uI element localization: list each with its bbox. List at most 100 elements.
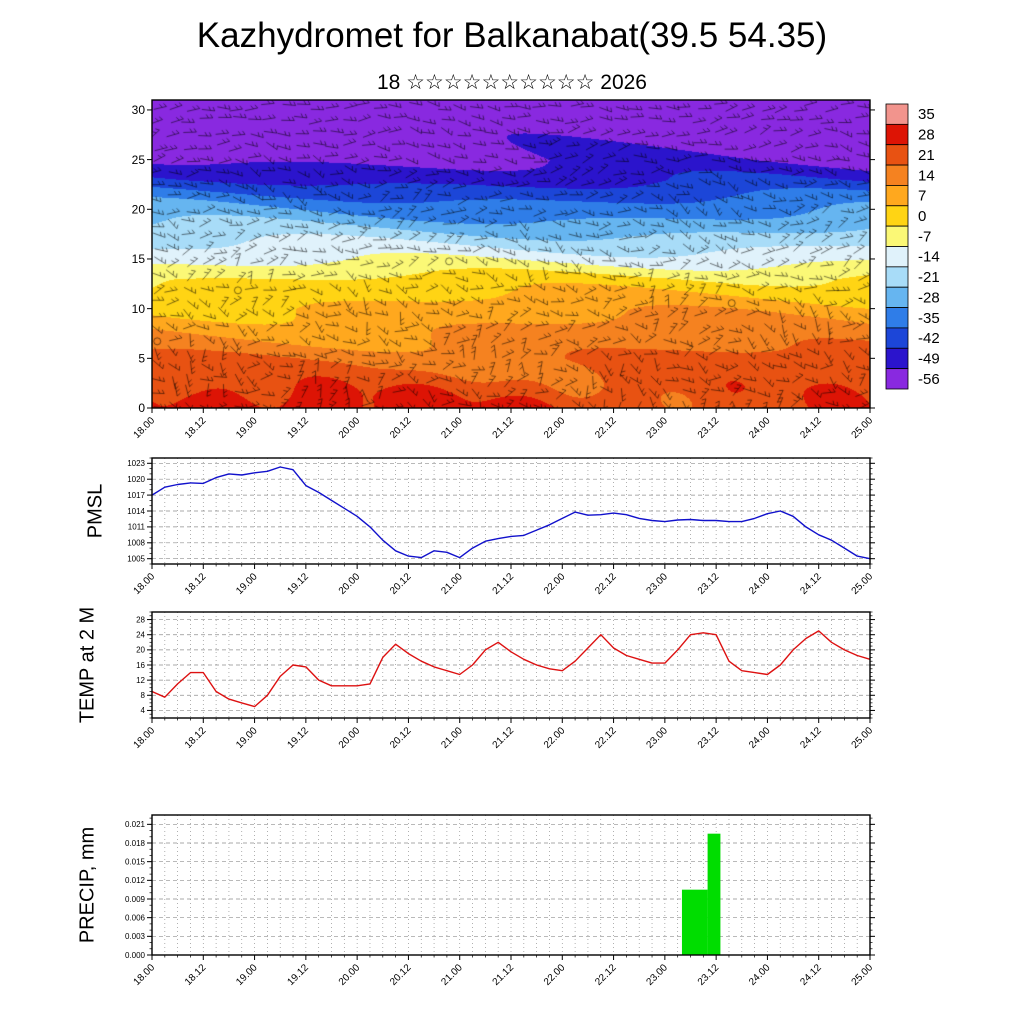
svg-text:21.00: 21.00 <box>439 962 465 988</box>
svg-text:0: 0 <box>138 401 145 415</box>
svg-text:-21: -21 <box>918 269 940 286</box>
svg-text:16: 16 <box>136 661 145 670</box>
svg-text:-42: -42 <box>918 330 940 347</box>
svg-text:20: 20 <box>136 646 145 655</box>
svg-text:0.009: 0.009 <box>125 895 146 904</box>
precip-axis-label: PRECIP, mm <box>76 826 99 944</box>
svg-text:21.12: 21.12 <box>491 571 517 597</box>
svg-text:21.00: 21.00 <box>439 571 465 597</box>
svg-text:18.00: 18.00 <box>132 725 158 751</box>
svg-text:24.00: 24.00 <box>747 725 773 751</box>
svg-text:20.00: 20.00 <box>337 571 363 597</box>
cross-section-heatmap-canvas <box>152 100 870 408</box>
svg-text:22.00: 22.00 <box>542 415 568 441</box>
svg-text:0.003: 0.003 <box>125 932 146 941</box>
svg-text:24.12: 24.12 <box>798 725 824 751</box>
page-subtitle: 18 ☆☆☆☆☆☆☆☆☆☆ 2026 <box>376 71 647 94</box>
svg-text:23.12: 23.12 <box>696 725 722 751</box>
svg-text:25.00: 25.00 <box>850 571 876 597</box>
svg-text:21.12: 21.12 <box>491 415 517 441</box>
svg-text:24: 24 <box>136 631 145 640</box>
svg-text:1005: 1005 <box>127 555 145 564</box>
pmsl-axis-label: PMSL <box>84 483 107 539</box>
svg-text:1014: 1014 <box>127 507 145 516</box>
svg-text:21.00: 21.00 <box>439 415 465 441</box>
svg-text:0.018: 0.018 <box>125 839 146 848</box>
svg-text:25.00: 25.00 <box>850 415 876 441</box>
svg-text:1008: 1008 <box>127 539 145 548</box>
svg-text:20.12: 20.12 <box>388 962 414 988</box>
svg-text:1020: 1020 <box>127 475 145 484</box>
svg-text:21.12: 21.12 <box>491 725 517 751</box>
svg-text:24.12: 24.12 <box>798 415 824 441</box>
svg-text:19.12: 19.12 <box>286 571 312 597</box>
svg-text:8: 8 <box>141 691 146 700</box>
svg-text:-35: -35 <box>918 310 940 327</box>
svg-text:18.12: 18.12 <box>183 415 209 441</box>
svg-text:24.00: 24.00 <box>747 415 773 441</box>
svg-text:1017: 1017 <box>127 491 145 500</box>
svg-text:22.12: 22.12 <box>593 415 619 441</box>
svg-text:-49: -49 <box>918 350 940 367</box>
temp-axis-label: TEMP at 2 M <box>76 606 99 724</box>
svg-text:21.12: 21.12 <box>491 962 517 988</box>
svg-text:-56: -56 <box>918 371 940 388</box>
svg-text:23.12: 23.12 <box>696 571 722 597</box>
svg-text:24.12: 24.12 <box>798 962 824 988</box>
svg-text:35: 35 <box>918 106 935 123</box>
svg-text:7: 7 <box>918 188 926 205</box>
svg-text:22.00: 22.00 <box>542 962 568 988</box>
svg-text:0.021: 0.021 <box>125 820 146 829</box>
svg-text:23.12: 23.12 <box>696 415 722 441</box>
svg-text:19.12: 19.12 <box>286 725 312 751</box>
page-title: Kazhydromet for Balkanabat(39.5 54.35) <box>196 16 828 55</box>
svg-text:19.00: 19.00 <box>234 962 260 988</box>
svg-text:25: 25 <box>132 153 146 167</box>
svg-text:20.12: 20.12 <box>388 571 414 597</box>
svg-text:23.00: 23.00 <box>645 725 671 751</box>
svg-text:18.00: 18.00 <box>132 962 158 988</box>
svg-text:19.00: 19.00 <box>234 725 260 751</box>
precip-chart: 0.000 0.003 0.006 0.009 0.012 0.015 0.018 0.021… <box>125 814 876 988</box>
svg-text:22.12: 22.12 <box>593 571 619 597</box>
svg-text:19.00: 19.00 <box>234 415 260 441</box>
svg-text:12: 12 <box>136 676 145 685</box>
svg-text:18.12: 18.12 <box>183 962 209 988</box>
svg-text:30: 30 <box>132 103 146 117</box>
svg-text:20.00: 20.00 <box>337 415 363 441</box>
svg-text:21: 21 <box>918 147 935 164</box>
svg-text:25.00: 25.00 <box>850 962 876 988</box>
svg-text:22.00: 22.00 <box>542 571 568 597</box>
svg-text:10: 10 <box>132 302 146 316</box>
svg-text:20.12: 20.12 <box>388 415 414 441</box>
svg-text:22.00: 22.00 <box>542 725 568 751</box>
svg-text:18.00: 18.00 <box>132 415 158 441</box>
svg-text:28: 28 <box>136 615 145 624</box>
pmsl-chart: 1005 1008 1011 1014 1017 1020 1023 18.00 18.12 19… <box>127 457 876 597</box>
svg-text:28: 28 <box>918 127 935 144</box>
svg-text:19.12: 19.12 <box>286 962 312 988</box>
svg-text:15: 15 <box>132 252 146 266</box>
svg-text:0.015: 0.015 <box>125 857 146 866</box>
svg-text:5: 5 <box>138 352 145 366</box>
svg-text:18.12: 18.12 <box>183 571 209 597</box>
temp-2m-chart: 4 8 12 16 20 24 28 18.00 18.12 19.00 19.12 20.00 20.… <box>132 611 876 751</box>
svg-text:24.00: 24.00 <box>747 571 773 597</box>
svg-text:4: 4 <box>141 706 146 715</box>
svg-text:24.12: 24.12 <box>798 571 824 597</box>
svg-text:24.00: 24.00 <box>747 962 773 988</box>
svg-text:-7: -7 <box>918 228 931 245</box>
svg-text:14: 14 <box>918 167 935 184</box>
svg-text:0.000: 0.000 <box>125 951 146 960</box>
svg-text:20.12: 20.12 <box>388 725 414 751</box>
svg-text:-14: -14 <box>918 249 940 266</box>
svg-text:0.012: 0.012 <box>125 876 146 885</box>
temperature-colorbar: 35 28 21 14 7 0 -7 -14 -21 -28 -35 -42 -49 -56 <box>885 103 940 390</box>
svg-text:25.00: 25.00 <box>850 725 876 751</box>
svg-text:23.00: 23.00 <box>645 962 671 988</box>
svg-text:0.006: 0.006 <box>125 913 146 922</box>
svg-text:1011: 1011 <box>128 523 146 532</box>
svg-text:23.12: 23.12 <box>696 962 722 988</box>
svg-text:1023: 1023 <box>127 459 145 468</box>
